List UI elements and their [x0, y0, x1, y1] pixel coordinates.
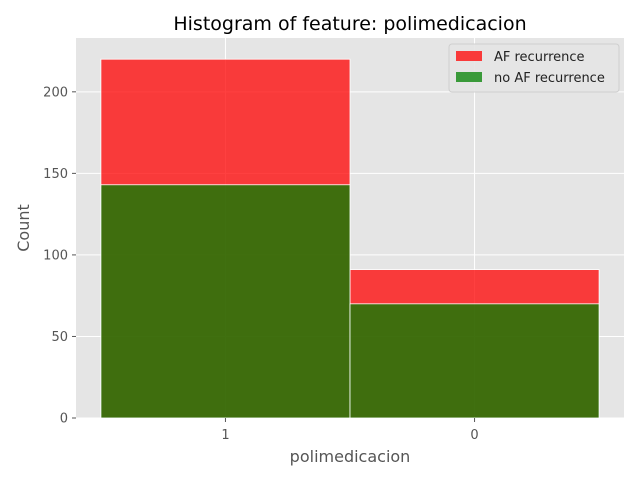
- legend-label-af-recurrence: AF recurrence: [494, 50, 585, 65]
- axis-ticks: 0 50 100 150 200 1 0: [43, 85, 479, 443]
- y-tick-label: 200: [43, 85, 68, 100]
- y-tick-label: 150: [43, 167, 68, 182]
- x-tick-label: 1: [221, 428, 229, 443]
- chart-title: Histogram of feature: polimedicacion: [173, 13, 526, 35]
- y-tick-label: 50: [51, 330, 68, 345]
- x-tick-label: 0: [470, 428, 478, 443]
- legend-label-no-af-recurrence: no AF recurrence: [494, 71, 605, 86]
- legend: AF recurrence no AF recurrence: [448, 43, 620, 93]
- y-tick-label: 0: [60, 412, 68, 427]
- bar-no-af-recurrence-1: [100, 184, 351, 419]
- x-axis-label: polimedicacion: [290, 447, 411, 466]
- y-tick-label: 100: [43, 248, 68, 263]
- legend-swatch-af-recurrence: [456, 51, 482, 61]
- legend-swatch-no-af-recurrence: [456, 72, 482, 82]
- bar-no-af-recurrence-0: [349, 303, 600, 419]
- y-axis-label: Count: [14, 204, 33, 252]
- legend-box: [448, 43, 620, 93]
